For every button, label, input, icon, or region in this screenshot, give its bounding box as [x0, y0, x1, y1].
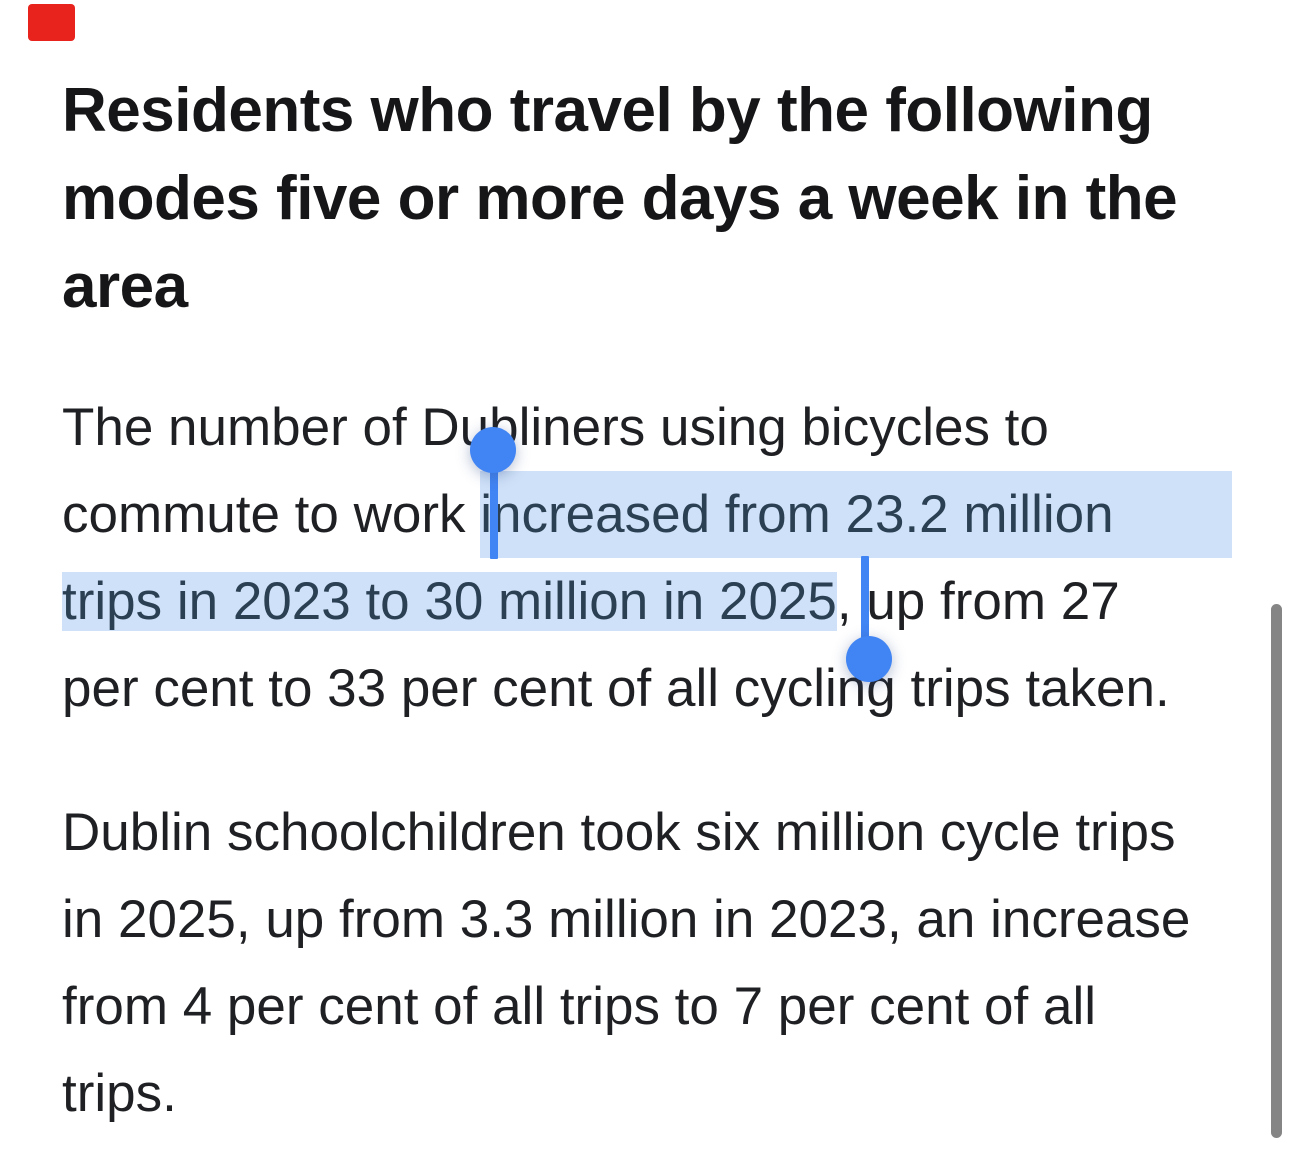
selection-start-caret[interactable] [490, 449, 498, 559]
selected-text[interactable]: increased from 23.2 million [480, 471, 1232, 558]
paragraph-schoolchildren: Dublin schoolchildren took six million c… [62, 789, 1232, 1137]
heading-line: modes five or more days a week in the [62, 164, 1178, 233]
text-line: from 4 per cent of all trips to 7 per ce… [62, 977, 1096, 1036]
selected-text[interactable]: trips in 2023 to 30 million in 2025 [62, 572, 837, 631]
text-line: trips. [62, 1064, 177, 1123]
text-line: per cent to 33 per cent of all cycling t… [62, 659, 1170, 718]
selection-end-caret[interactable] [861, 556, 869, 660]
article: Residents who travel by the following mo… [62, 0, 1232, 1137]
text-line: Dublin schoolchildren took six million c… [62, 803, 1176, 862]
text-segment: commute to work [62, 485, 481, 544]
red-marker [28, 4, 75, 41]
selection-start-handle[interactable] [470, 427, 516, 473]
text-segment: , up from 27 [836, 572, 1120, 631]
page-title: Residents who travel by the following mo… [62, 67, 1232, 331]
heading-line: Residents who travel by the following [62, 76, 1153, 145]
scrollbar-thumb[interactable] [1271, 604, 1282, 1138]
selection-end-handle[interactable] [846, 636, 892, 682]
text-line: commute to work increased from 23.2 mill… [62, 471, 1232, 558]
text-line: trips in 2023 to 30 million in 2025, up … [62, 558, 1232, 645]
paragraph-cycling-commute: The number of Dubliners using bicycles t… [62, 384, 1232, 732]
text-line: The number of Dubliners using bicycles t… [62, 398, 1049, 457]
heading-line: area [62, 252, 188, 321]
text-line: in 2025, up from 3.3 million in 2023, an… [62, 890, 1191, 949]
